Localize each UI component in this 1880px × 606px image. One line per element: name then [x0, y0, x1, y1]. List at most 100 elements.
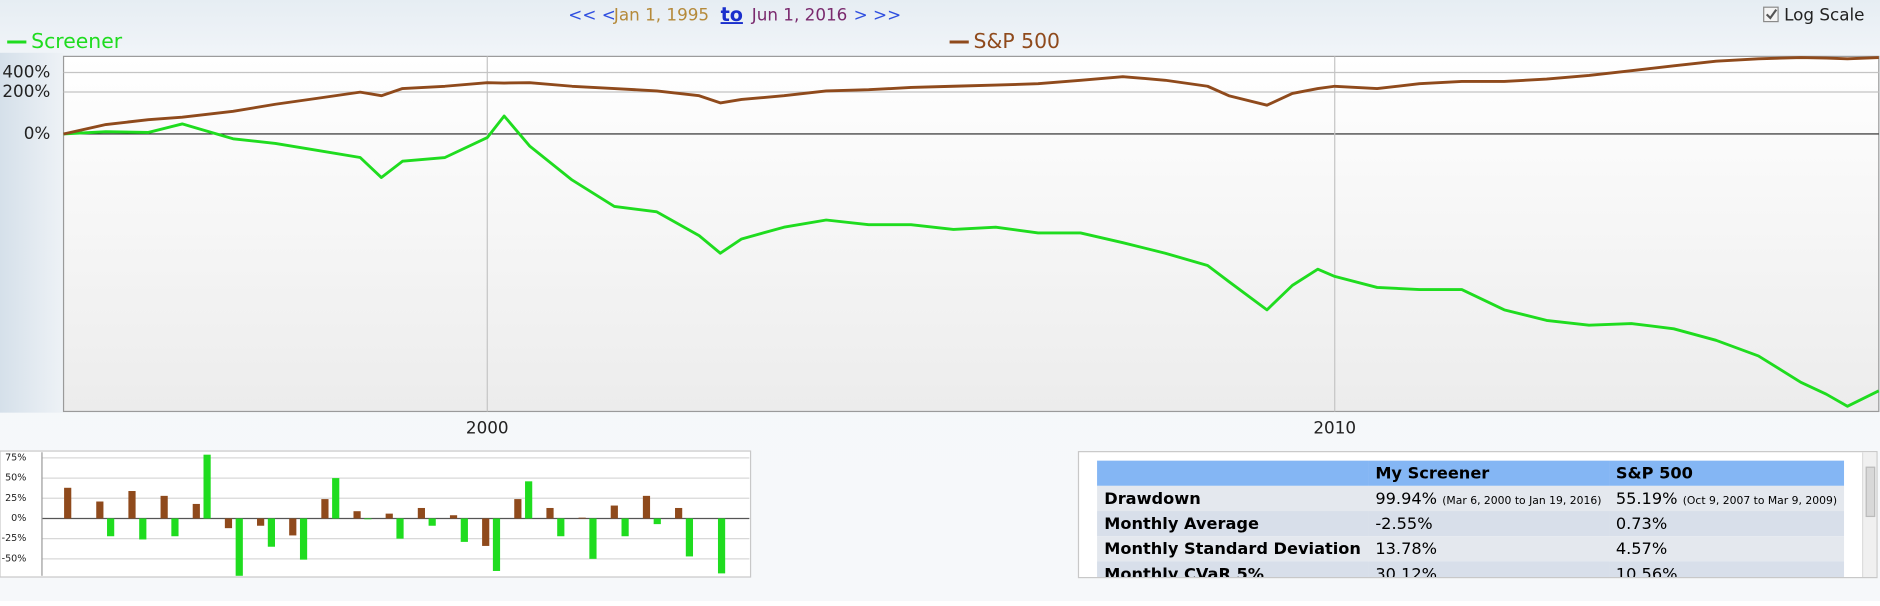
bar: [557, 518, 565, 537]
table-row: Monthly Average -2.55% 0.73%: [1097, 511, 1845, 537]
header-row: My Screener S&P 500: [1097, 460, 1845, 486]
axis-background: [0, 52, 64, 413]
y-tick-label: 25%: [5, 493, 26, 504]
bar: [321, 499, 329, 519]
scroll-thumb[interactable]: [1865, 466, 1876, 518]
x-tick-label: 2000: [466, 417, 509, 437]
bar: [64, 487, 72, 519]
cell-value: -2.55%: [1375, 514, 1433, 534]
bar: [267, 518, 276, 547]
table-cell: 55.19% (Oct 9, 2007 to Mar 9, 2009): [1608, 485, 1845, 512]
table-row: Monthly CVaR 5% 30.12% 10.56%: [1097, 561, 1845, 579]
bar: [160, 495, 168, 519]
nav-forward[interactable]: > >>: [854, 5, 902, 25]
bar: [449, 515, 458, 519]
legend-label: Screener: [31, 29, 123, 53]
table-cell: 99.94% (Mar 6, 2000 to Jan 19, 2016): [1368, 485, 1609, 512]
bar: [610, 505, 618, 519]
bar: [717, 518, 726, 574]
y-tick-label: -50%: [2, 553, 27, 564]
bar: [128, 491, 136, 519]
stats-panel: My Screener S&P 500 Drawdown 99.94% (Mar 6,…: [1077, 451, 1878, 579]
bar: [642, 495, 651, 519]
y-tick-label: 75%: [5, 452, 26, 463]
bar: [257, 518, 265, 526]
cell-value: 30.12%: [1375, 564, 1438, 579]
table-cell: 30.12%: [1368, 561, 1609, 579]
row-label: Drawdown: [1097, 485, 1369, 512]
bar-panel: [0, 450, 752, 578]
end-date[interactable]: Jun 1, 2016: [751, 5, 848, 25]
cell-value: 4.57%: [1615, 539, 1668, 559]
bar: [139, 518, 147, 540]
y-tick-label: 200%: [2, 81, 50, 101]
y-tick-label: 0%: [24, 123, 51, 143]
row-label: Monthly Average: [1097, 511, 1369, 537]
cell-note: (Oct 9, 2007 to Mar 9, 2009): [1682, 494, 1838, 507]
bar: [107, 518, 115, 537]
y-tick-label: 400%: [2, 61, 50, 81]
bar: [192, 503, 200, 519]
y-tick-label: -25%: [2, 533, 27, 544]
series-line: [63, 114, 1880, 408]
table-row: Drawdown 99.94% (Mar 6, 2000 to Jan 19, 2…: [1097, 485, 1845, 512]
cell-note: (Mar 6, 2000 to Jan 19, 2016): [1442, 494, 1602, 507]
bar: [417, 507, 425, 519]
bar: [203, 454, 211, 519]
x-tick-label: 2010: [1313, 417, 1356, 437]
plot-area: [62, 55, 1880, 413]
cell-value: 99.94%: [1375, 488, 1438, 509]
bar: [589, 518, 597, 559]
bar: [96, 501, 104, 519]
bar: [385, 513, 393, 519]
bar: [396, 518, 404, 539]
bar: [224, 518, 233, 529]
bar: [353, 511, 361, 519]
bar: [621, 518, 629, 537]
bar: [492, 518, 501, 571]
table-cell: 4.57%: [1608, 536, 1845, 562]
stats-table: My Screener S&P 500 Drawdown 99.94% (Mar 6,…: [1097, 460, 1845, 579]
header-cell: [1097, 460, 1369, 486]
bar: [578, 517, 586, 519]
header-cell: S&P 500: [1608, 460, 1845, 486]
legend-label: S&P 500: [974, 29, 1060, 53]
table-cell: 0.73%: [1608, 511, 1845, 537]
table-cell: -2.55%: [1368, 511, 1609, 537]
y-tick-label: 50%: [5, 473, 26, 484]
bar: [514, 499, 522, 519]
bar: [428, 518, 436, 526]
bar: [546, 507, 554, 519]
series-line: [63, 56, 1879, 136]
checkmark: [1765, 8, 1778, 20]
bar: [675, 507, 683, 519]
checkbox-label[interactable]: Log Scale: [1784, 5, 1864, 25]
y-tick-label: 0%: [11, 513, 26, 524]
scrollbar[interactable]: [1862, 452, 1877, 578]
bar: [685, 518, 694, 557]
bar: [299, 518, 308, 560]
bar: [289, 518, 297, 536]
to-link[interactable]: to: [721, 3, 743, 26]
cell-value: 13.78%: [1375, 539, 1438, 559]
table-cell: 10.56%: [1608, 561, 1845, 578]
start-date[interactable]: Jan 1, 1995: [613, 5, 709, 25]
bar: [653, 518, 661, 525]
table-cell: 13.78%: [1368, 536, 1609, 562]
bar: [332, 478, 340, 519]
row-label: Monthly CVaR 5%: [1097, 561, 1369, 578]
table-row: Monthly Standard Deviation 13.78% 4.57%: [1097, 536, 1845, 562]
bar: [460, 518, 468, 542]
cell-value: 0.73%: [1615, 514, 1668, 534]
bar: [525, 481, 533, 519]
bar: [235, 518, 243, 576]
row-label: Monthly Standard Deviation: [1097, 536, 1369, 562]
nav-back[interactable]: << <: [568, 5, 616, 25]
cell-value: 55.19%: [1615, 488, 1678, 509]
bar: [482, 518, 490, 546]
header-cell: My Screener: [1368, 460, 1609, 486]
bar: [171, 518, 179, 537]
